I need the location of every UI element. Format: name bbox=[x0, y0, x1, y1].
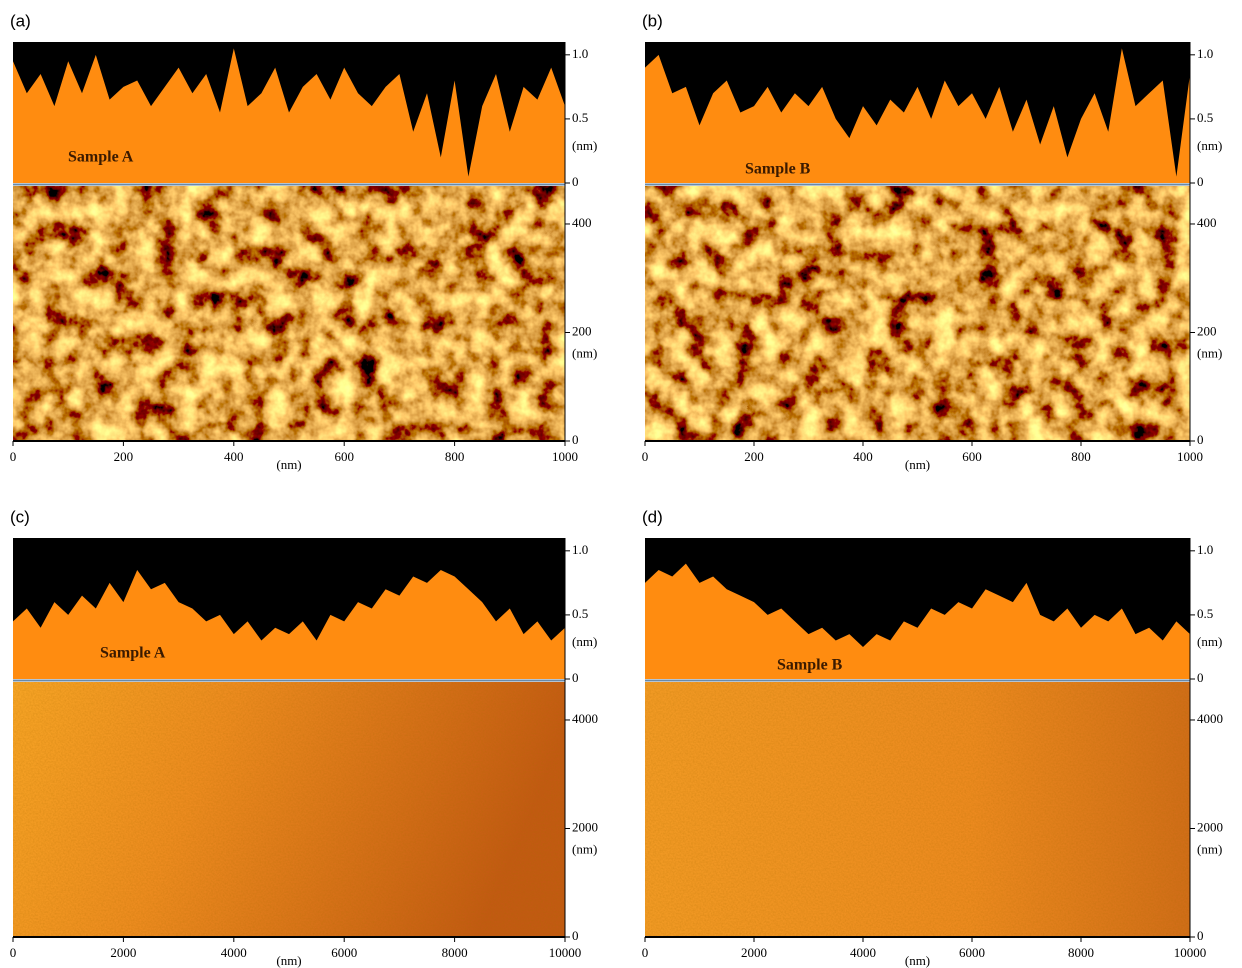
y-tick-label: 0 bbox=[1197, 174, 1204, 189]
panel-label: (d) bbox=[642, 507, 663, 526]
x-tick-label: 600 bbox=[962, 449, 982, 464]
afm-image bbox=[13, 186, 565, 441]
axis-label: (nm) bbox=[1197, 634, 1222, 649]
y-tick-label: 200 bbox=[572, 323, 592, 338]
y-tick-label: 4000 bbox=[1197, 711, 1223, 726]
axis-label: (nm) bbox=[1197, 841, 1222, 856]
sample-label: Sample B bbox=[777, 657, 843, 674]
x-tick-label: 1000 bbox=[1177, 449, 1203, 464]
axis-label: (nm) bbox=[1197, 345, 1222, 360]
y-tick-label: 0.5 bbox=[1197, 110, 1213, 125]
height-profile bbox=[645, 563, 1190, 679]
sample-label: Sample A bbox=[68, 149, 134, 166]
x-tick-label: 400 bbox=[853, 449, 873, 464]
y-tick-label: 2000 bbox=[572, 819, 598, 834]
y-tick-label: 0 bbox=[1197, 432, 1204, 447]
axis-label: (nm) bbox=[572, 634, 597, 649]
x-tick-label: 2000 bbox=[741, 945, 767, 960]
x-tick-label: 200 bbox=[114, 449, 134, 464]
y-tick-label: 0 bbox=[572, 174, 579, 189]
y-tick-label: 1.0 bbox=[572, 46, 588, 61]
x-tick-label: 400 bbox=[224, 449, 244, 464]
y-tick-label: 400 bbox=[1197, 215, 1217, 230]
axis-label: (nm) bbox=[572, 841, 597, 856]
x-tick-label: 0 bbox=[10, 945, 17, 960]
x-tick-label: 1000 bbox=[552, 449, 578, 464]
x-tick-label: 0 bbox=[10, 449, 17, 464]
afm-texture bbox=[645, 682, 1190, 937]
y-tick-label: 2000 bbox=[1197, 819, 1223, 834]
axis-label: (nm) bbox=[1197, 138, 1222, 153]
panel-label: (a) bbox=[10, 11, 31, 30]
axis-label: (nm) bbox=[276, 457, 301, 472]
panel-label: (b) bbox=[642, 11, 663, 30]
y-tick-label: 0.5 bbox=[572, 110, 588, 125]
x-tick-label: 6000 bbox=[331, 945, 357, 960]
height-profile bbox=[13, 570, 565, 679]
axis-label: (nm) bbox=[572, 138, 597, 153]
x-tick-label: 2000 bbox=[110, 945, 136, 960]
height-profile bbox=[645, 48, 1190, 184]
panel-label: (c) bbox=[10, 507, 30, 526]
x-tick-label: 8000 bbox=[442, 945, 468, 960]
x-tick-label: 4000 bbox=[850, 945, 876, 960]
y-tick-label: 0 bbox=[1197, 670, 1204, 685]
y-tick-label: 0 bbox=[572, 670, 579, 685]
afm-texture bbox=[13, 682, 565, 937]
x-tick-label: 10000 bbox=[1174, 945, 1207, 960]
y-tick-label: 1.0 bbox=[1197, 542, 1213, 557]
afm-image bbox=[645, 186, 1190, 441]
axis-label: (nm) bbox=[905, 457, 930, 472]
axis-label: (nm) bbox=[905, 953, 930, 968]
x-tick-label: 200 bbox=[744, 449, 764, 464]
y-tick-label: 0.5 bbox=[572, 606, 588, 621]
x-tick-label: 600 bbox=[334, 449, 354, 464]
y-tick-label: 0.5 bbox=[1197, 606, 1213, 621]
x-tick-label: 800 bbox=[445, 449, 465, 464]
y-tick-label: 0 bbox=[572, 928, 579, 943]
x-tick-label: 6000 bbox=[959, 945, 985, 960]
x-tick-label: 4000 bbox=[221, 945, 247, 960]
y-tick-label: 200 bbox=[1197, 323, 1217, 338]
height-profile bbox=[13, 48, 565, 184]
sample-label: Sample A bbox=[100, 645, 166, 662]
y-tick-label: 0 bbox=[1197, 928, 1204, 943]
axis-label: (nm) bbox=[572, 345, 597, 360]
x-tick-label: 800 bbox=[1071, 449, 1091, 464]
y-tick-label: 400 bbox=[572, 215, 592, 230]
x-tick-label: 0 bbox=[642, 449, 649, 464]
y-tick-label: 4000 bbox=[572, 711, 598, 726]
y-tick-label: 1.0 bbox=[572, 542, 588, 557]
y-tick-label: 0 bbox=[572, 432, 579, 447]
x-tick-label: 8000 bbox=[1068, 945, 1094, 960]
axis-label: (nm) bbox=[276, 953, 301, 968]
x-tick-label: 10000 bbox=[549, 945, 582, 960]
x-tick-label: 0 bbox=[642, 945, 649, 960]
sample-label: Sample B bbox=[745, 161, 811, 178]
y-tick-label: 1.0 bbox=[1197, 46, 1213, 61]
